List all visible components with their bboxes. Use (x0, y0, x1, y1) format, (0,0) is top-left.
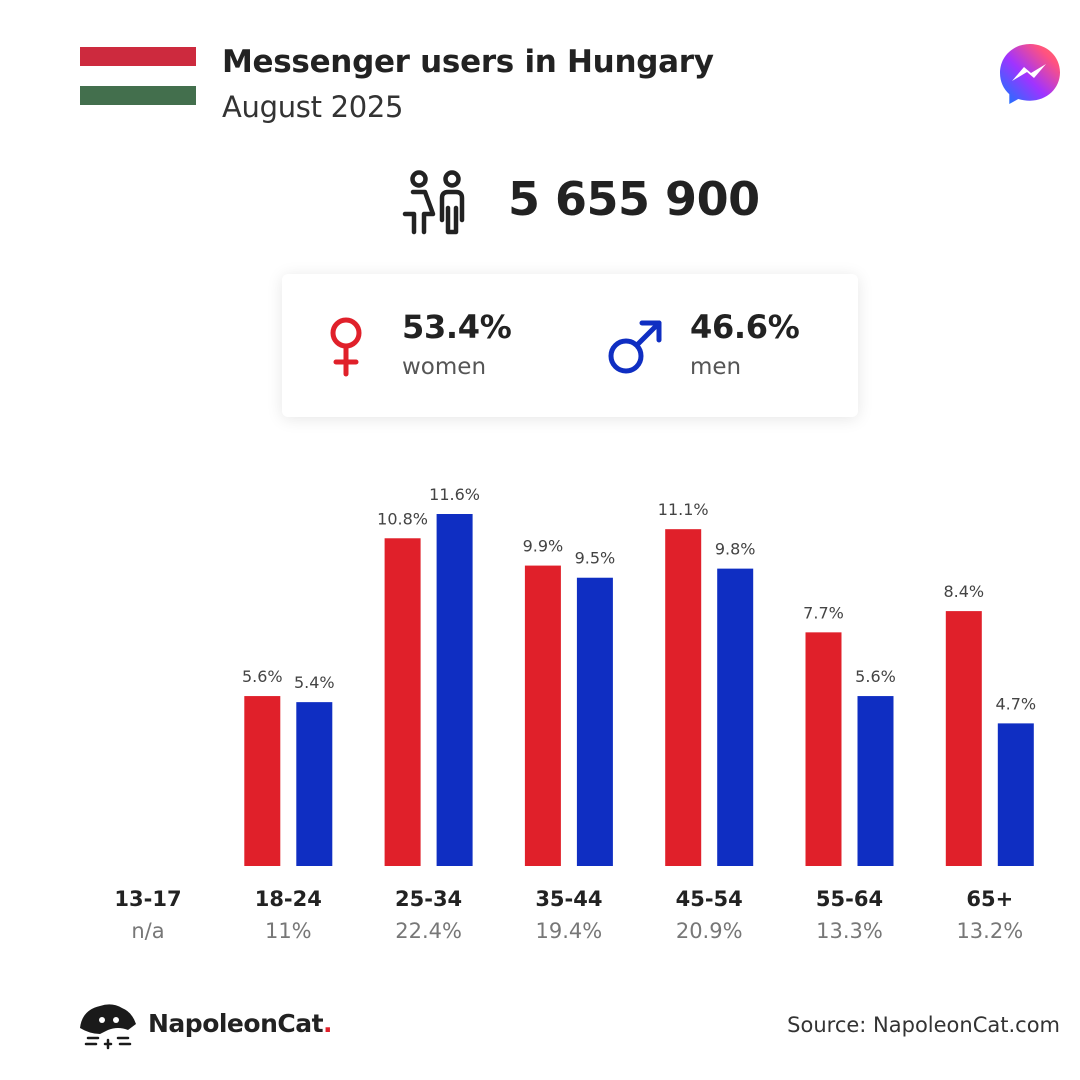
bar-men-45-54 (717, 568, 754, 866)
bar-value-label-men-45-54: 9.8% (715, 540, 756, 559)
messenger-logo-icon (1000, 44, 1060, 104)
male-symbol-icon (608, 320, 662, 374)
men-label: men (690, 354, 742, 380)
bar-value-label-women-25-34: 10.8% (377, 509, 428, 528)
bar-men-65+ (997, 723, 1034, 866)
people-icon (402, 170, 465, 235)
women-label: women (402, 354, 487, 380)
age-group-label-45-54: 45-54 (676, 887, 743, 911)
bar-women-55-64 (805, 632, 842, 866)
age-group-label-55-64: 55-64 (816, 887, 883, 911)
age-group-total-55-64: 13.3% (816, 919, 883, 943)
bar-value-label-women-55-64: 7.7% (803, 603, 844, 622)
age-group-total-45-54: 20.9% (676, 919, 743, 943)
flag-stripe-red (80, 47, 196, 67)
age-group-total-13-17: n/a (131, 919, 164, 943)
age-group-total-35-44: 19.4% (536, 919, 603, 943)
total-users-value: 5 655 900 (508, 172, 760, 226)
hungary-flag-icon (80, 47, 196, 105)
bar-men-55-64 (857, 696, 894, 866)
age-group-total-18-24: 11% (265, 919, 312, 943)
flag-stripe-green (80, 85, 196, 105)
bar-value-label-women-65+: 8.4% (943, 582, 984, 601)
gender-split-card: 53.4% women 46.6% men (282, 274, 858, 417)
bar-value-label-men-55-64: 5.6% (855, 667, 896, 686)
bar-value-label-women-35-44: 9.9% (523, 537, 564, 556)
bar-women-45-54 (665, 529, 702, 866)
bar-women-35-44 (524, 565, 561, 866)
age-group-label-13-17: 13-17 (114, 887, 181, 911)
napoleoncat-logo-icon (80, 1004, 136, 1050)
age-group-label-65+: 65+ (966, 887, 1013, 911)
bar-men-18-24 (296, 702, 333, 866)
brand-wordmark: NapoleonCat. (148, 1009, 333, 1038)
age-group-total-25-34: 22.4% (395, 919, 462, 943)
bar-value-label-women-45-54: 11.1% (658, 500, 709, 519)
bar-men-35-44 (576, 577, 613, 866)
page-title: Messenger users in Hungary (222, 44, 714, 80)
brand-name: NapoleonCat (148, 1009, 324, 1038)
age-group-label-18-24: 18-24 (255, 887, 322, 911)
bar-women-65+ (945, 611, 982, 866)
age-group-label-25-34: 25-34 (395, 887, 462, 911)
bar-men-25-34 (436, 514, 473, 866)
flag-stripe-white (80, 66, 196, 86)
bar-women-25-34 (384, 538, 421, 866)
age-group-total-65+: 13.2% (956, 919, 1023, 943)
page-subtitle: August 2025 (222, 90, 404, 124)
brand-dot: . (323, 1009, 333, 1038)
bar-value-label-women-18-24: 5.6% (242, 667, 283, 686)
age-group-label-35-44: 35-44 (535, 887, 602, 911)
female-symbol-icon (330, 317, 362, 377)
bar-value-label-men-25-34: 11.6% (429, 485, 480, 504)
bar-value-label-men-18-24: 5.4% (294, 673, 335, 692)
bar-value-label-men-65+: 4.7% (995, 694, 1036, 713)
bar-value-label-men-35-44: 9.5% (575, 549, 616, 568)
source-credit: Source: NapoleonCat.com (787, 1013, 1060, 1037)
bar-women-18-24 (244, 696, 281, 866)
women-percent: 53.4% (402, 308, 512, 346)
men-percent: 46.6% (690, 308, 800, 346)
